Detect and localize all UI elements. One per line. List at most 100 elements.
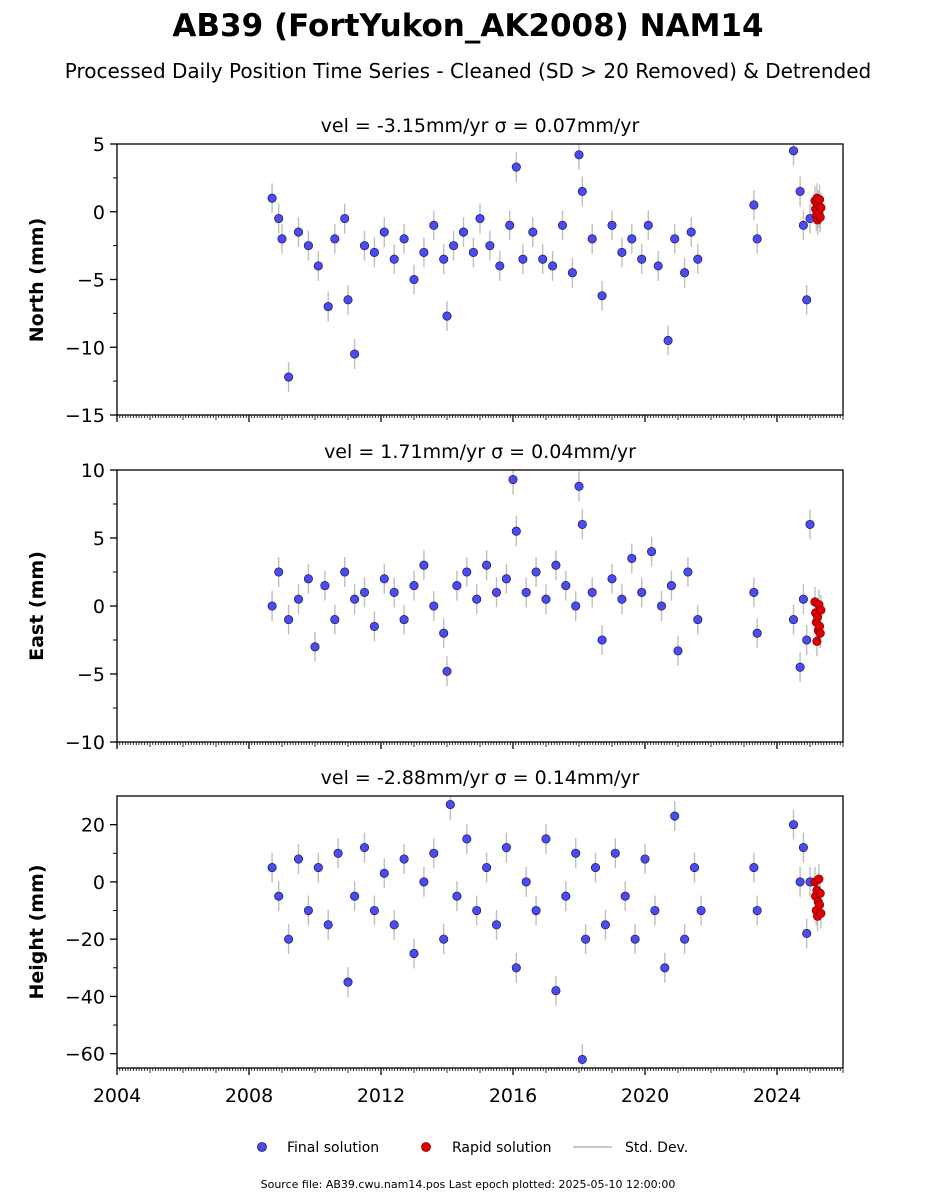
east-final-point: [749, 587, 759, 597]
height-final-point: [419, 877, 429, 887]
height-final-point: [541, 834, 551, 844]
east-final-point: [442, 666, 452, 676]
height-final-point: [531, 905, 541, 916]
height-final-point: [429, 848, 439, 858]
height-final-point: [650, 905, 660, 916]
east-final-point: [429, 601, 439, 611]
height-final-point: [798, 842, 808, 853]
east-final-point: [511, 526, 521, 536]
height-y-tick-label: −20: [65, 929, 105, 951]
east-final-point: [597, 635, 607, 645]
north-final-point: [485, 241, 495, 251]
height-final-point: [274, 891, 284, 901]
north-final-point: [693, 254, 703, 264]
east-final-point: [551, 560, 561, 570]
height-final-point: [660, 963, 670, 973]
north-final-point: [429, 220, 439, 230]
north-final-point: [749, 200, 759, 210]
height-final-point: [323, 920, 333, 930]
north-final-point: [574, 150, 584, 160]
north-y-tick-label: 0: [93, 202, 105, 224]
north-rapid-point: [816, 203, 826, 213]
east-y-tick-label: 0: [93, 596, 105, 618]
height-stddev-bars: [271, 796, 822, 1068]
north-final-points: [267, 146, 815, 382]
height-final-point: [482, 863, 492, 873]
height-final-point: [521, 877, 531, 887]
height-final-point: [551, 986, 561, 996]
north-final-point: [587, 234, 597, 244]
north-axes-frame: [116, 143, 844, 416]
north-final-point: [350, 349, 360, 359]
east-final-point: [617, 594, 627, 604]
east-final-point: [531, 567, 541, 577]
x-tick-label: 2008: [225, 1085, 273, 1107]
north-final-point: [663, 335, 673, 346]
north-final-point: [795, 186, 805, 196]
east-y-tick-label: 5: [93, 528, 105, 550]
height-final-point: [445, 800, 455, 810]
east-axes-frame: [116, 469, 844, 743]
height-final-point: [284, 934, 294, 944]
north-final-point: [495, 261, 505, 271]
north-final-point: [802, 295, 812, 305]
north-final-point: [323, 302, 333, 312]
height-y-axis-label: Height (mm): [26, 864, 48, 999]
height-final-point: [313, 863, 323, 873]
north-final-point: [511, 162, 521, 172]
north-y-axis-label: North (mm): [26, 218, 48, 343]
height-final-point: [379, 868, 389, 878]
east-stddev-bars: [271, 470, 822, 687]
north-final-point: [340, 213, 350, 224]
north-final-point: [686, 227, 696, 237]
height-final-point: [802, 928, 812, 938]
north-y-tick-label: 5: [93, 134, 105, 156]
north-final-point: [439, 254, 449, 264]
east-final-point: [561, 581, 571, 591]
height-final-point: [689, 863, 700, 873]
east-final-point: [419, 560, 429, 570]
east-y-tick-label: −5: [77, 664, 105, 686]
height-final-point: [350, 891, 360, 901]
height-y-tick-label: −60: [65, 1044, 105, 1066]
east-final-point: [350, 594, 360, 604]
east-final-point: [805, 519, 815, 529]
height-final-point: [333, 848, 343, 858]
north-final-point: [627, 234, 637, 244]
height-final-point: [600, 920, 610, 930]
north-final-point: [442, 311, 452, 321]
east-final-point: [267, 601, 277, 611]
east-final-point: [656, 601, 667, 611]
height-final-point: [640, 854, 650, 864]
east-panel-title: vel = 1.71mm/yr σ = 0.04mm/yr: [324, 441, 636, 463]
east-final-point: [795, 662, 805, 672]
height-final-point: [788, 820, 799, 830]
east-y-tick-label: 10: [81, 460, 105, 482]
north-final-point: [577, 186, 587, 196]
north-final-point: [680, 268, 690, 278]
east-final-point: [501, 574, 511, 584]
height-y-tick-label: −40: [65, 986, 105, 1008]
legend: Final solution Rapid solution Std. Dev.: [257, 1140, 688, 1156]
east-final-point: [693, 615, 703, 625]
height-final-point: [399, 854, 409, 864]
height-final-point: [680, 934, 690, 944]
east-final-point: [389, 587, 399, 597]
height-final-point: [577, 1054, 587, 1064]
height-panel-title: vel = -2.88mm/yr σ = 0.14mm/yr: [321, 767, 640, 789]
north-final-point: [284, 372, 294, 382]
north-panel: vel = -3.15mm/yr σ = 0.07mm/yr North (mm…: [26, 115, 844, 427]
height-rapid-point: [815, 888, 825, 898]
north-final-point: [277, 234, 287, 244]
east-final-point: [293, 594, 304, 604]
figure-subtitle: Processed Daily Position Time Series - C…: [65, 59, 871, 83]
east-final-point: [683, 567, 693, 577]
height-final-point: [343, 977, 353, 987]
height-panel: vel = -2.88mm/yr σ = 0.14mm/yr Height (m…: [26, 767, 844, 1107]
height-final-point: [749, 863, 759, 873]
height-final-point: [670, 811, 680, 821]
x-tick-label: 2004: [93, 1085, 141, 1107]
north-rapid-point: [815, 195, 825, 205]
north-final-point: [528, 227, 538, 237]
